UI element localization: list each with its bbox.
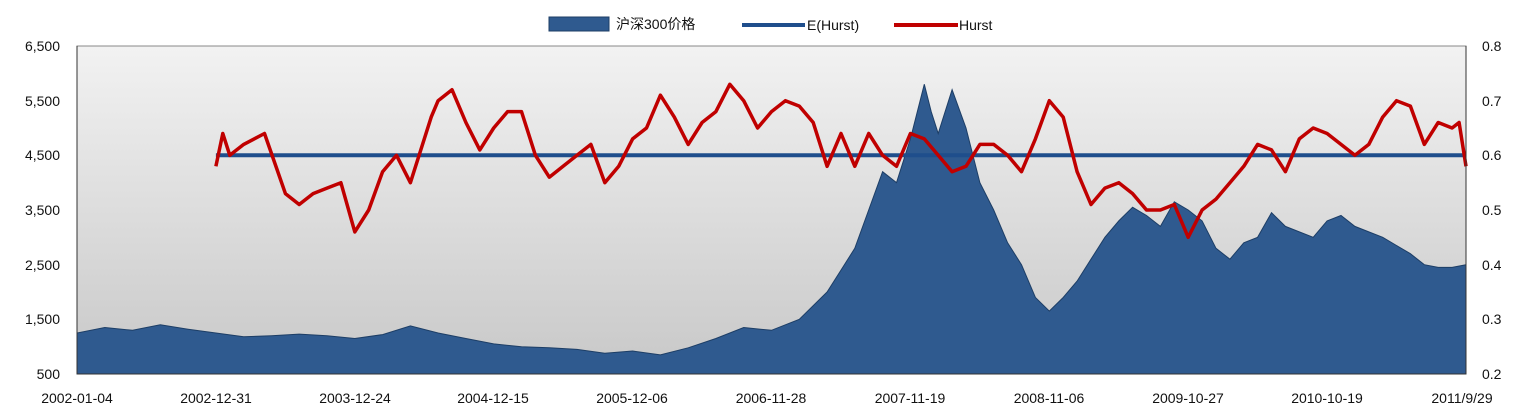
x-tick: 2010-10-19 xyxy=(1291,390,1363,406)
x-tick: 2002-12-31 xyxy=(180,390,252,406)
x-tick: 2005-12-06 xyxy=(596,390,668,406)
y-left-tick: 4,500 xyxy=(25,147,60,163)
legend-label-hurst: Hurst xyxy=(959,17,993,33)
y-right-tick: 0.7 xyxy=(1482,93,1502,109)
x-axis: 2002-01-04 2002-12-31 2003-12-24 2004-12… xyxy=(41,390,1493,406)
legend-swatch-price xyxy=(548,16,610,32)
x-tick: 2003-12-24 xyxy=(319,390,391,406)
hurst-line xyxy=(214,82,1468,240)
y-right-tick: 0.5 xyxy=(1482,202,1502,218)
y-left-axis: 6,500 5,500 4,500 3,500 2,500 1,500 500 xyxy=(25,38,60,382)
price-area-layer xyxy=(76,84,1467,375)
legend: 沪深300价格 E(Hurst) Hurst xyxy=(548,16,993,33)
y-left-tick: 1,500 xyxy=(25,311,60,327)
legend-label-ehurst: E(Hurst) xyxy=(807,17,859,33)
x-tick: 2011/9/29 xyxy=(1431,390,1492,406)
hurst-lines-layer xyxy=(214,82,1468,240)
x-tick: 2006-11-28 xyxy=(736,390,807,406)
y-right-tick: 0.2 xyxy=(1482,366,1502,382)
x-tick: 2008-11-06 xyxy=(1014,390,1085,406)
y-left-tick: 500 xyxy=(37,366,61,382)
x-tick: 2009-10-27 xyxy=(1152,390,1224,406)
x-tick: 2002-01-04 xyxy=(41,390,113,406)
y-left-tick: 2,500 xyxy=(25,257,60,273)
y-right-axis: 0.8 0.7 0.6 0.5 0.4 0.3 0.2 xyxy=(1482,38,1502,382)
y-left-tick: 5,500 xyxy=(25,93,60,109)
x-tick: 2004-12-15 xyxy=(457,390,529,406)
x-tick: 2007-11-19 xyxy=(875,390,946,406)
y-right-tick: 0.3 xyxy=(1482,311,1502,327)
y-left-tick: 3,500 xyxy=(25,202,60,218)
y-left-tick: 6,500 xyxy=(25,38,60,54)
y-right-tick: 0.4 xyxy=(1482,257,1502,273)
y-right-tick: 0.6 xyxy=(1482,147,1502,163)
y-right-tick: 0.8 xyxy=(1482,38,1502,54)
legend-label-price: 沪深300价格 xyxy=(616,16,695,32)
price-area xyxy=(76,84,1467,375)
